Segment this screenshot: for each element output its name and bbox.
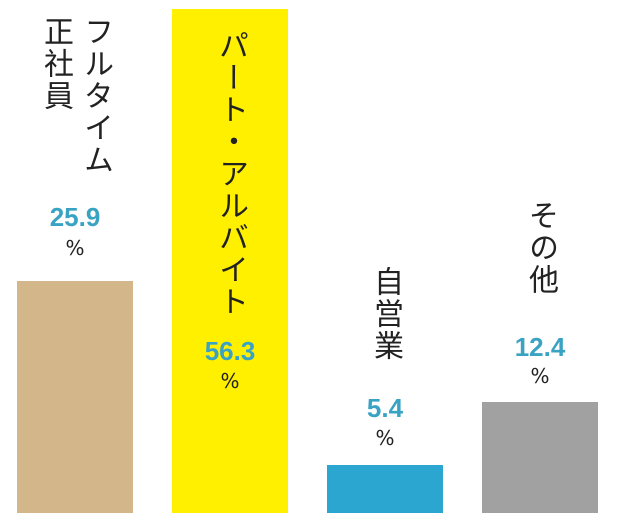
category-label-full-time: フルタイム 正社員 — [38, 16, 113, 176]
unit-label: % — [375, 426, 395, 450]
bar-other — [482, 402, 598, 513]
unit-label: % — [530, 364, 550, 388]
bar-part-time — [172, 9, 288, 513]
unit-label: % — [220, 369, 240, 393]
bar-self-employed — [327, 464, 443, 513]
category-label-other: その他 — [523, 200, 558, 296]
value-label-other: 12.4 — [514, 332, 566, 362]
value-label-part-time: 56.3 — [204, 336, 256, 366]
category-label-part-time: パート・アルバイト — [213, 30, 248, 318]
bar-full-time — [17, 281, 133, 513]
unit-label: % — [65, 236, 85, 260]
value-label-full-time: 25.9 — [49, 202, 101, 232]
category-label-self-employed: 自営業 — [368, 266, 403, 362]
value-label-self-employed: 5.4 — [366, 393, 404, 423]
